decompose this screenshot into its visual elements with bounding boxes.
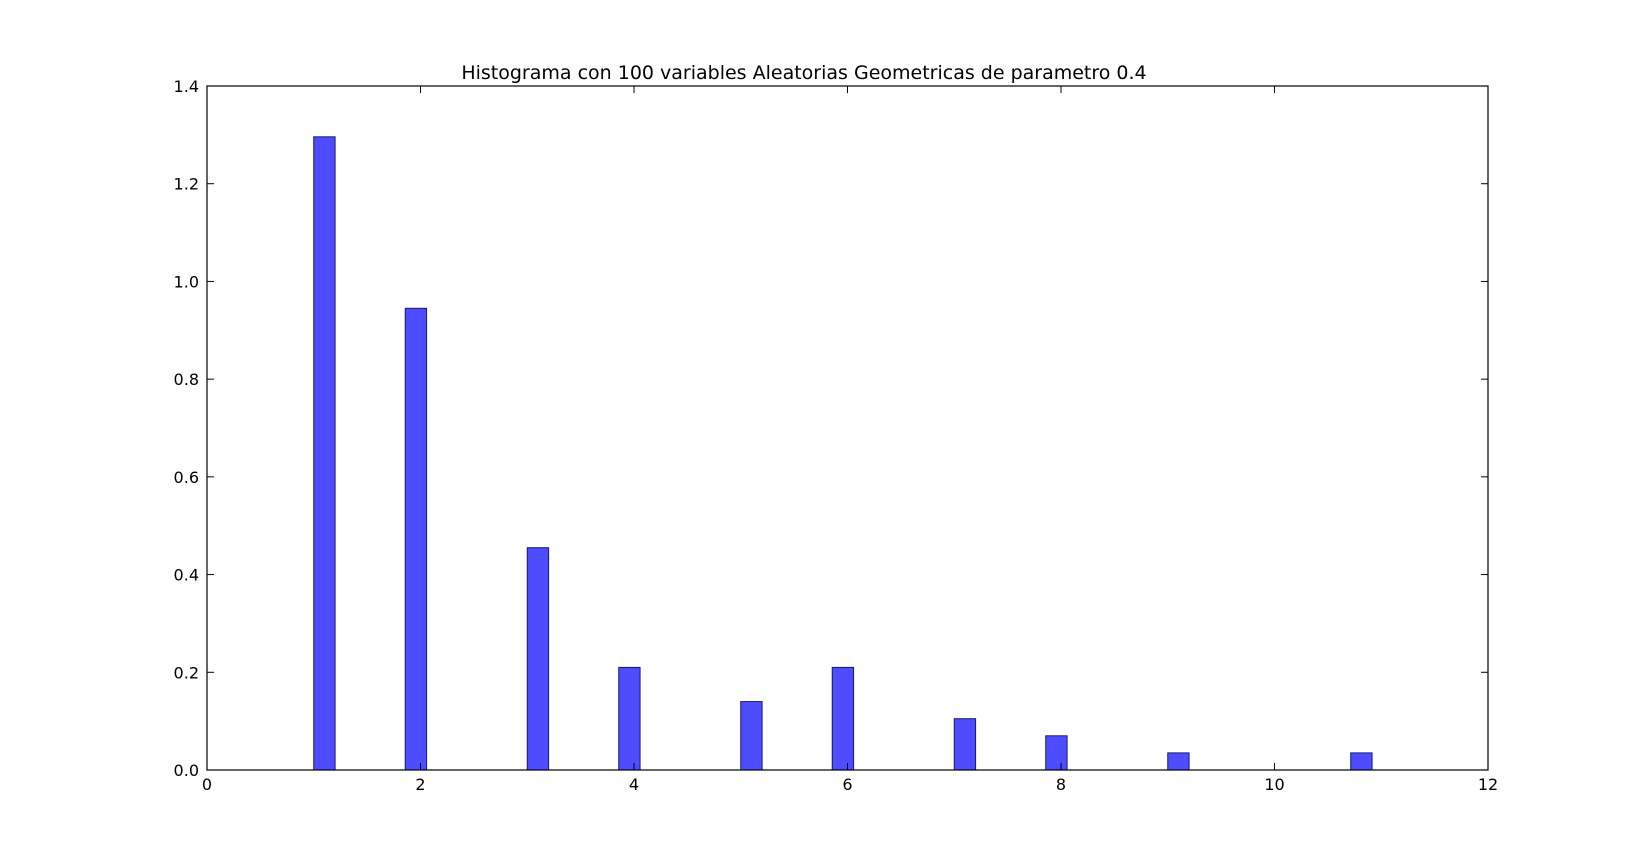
bar-8 <box>1045 735 1068 771</box>
y-tick-label: 0.8 <box>174 370 199 389</box>
bar-3 <box>526 547 550 771</box>
y-tick-label: 1.4 <box>174 77 199 96</box>
bars-group <box>313 136 1373 771</box>
bar-1 <box>313 136 336 771</box>
y-tick-label: 0.2 <box>174 663 199 682</box>
bar-9 <box>1167 752 1190 771</box>
bar-10 <box>1350 752 1373 771</box>
x-tick-label: 8 <box>1056 775 1066 794</box>
y-tick-label: 0.0 <box>174 761 199 780</box>
axes-group: 0 2 4 6 8 10 12 0.0 0.2 0.4 0.6 0.8 1.0 1.2 1.4 <box>174 77 1499 794</box>
y-tick-label: 0.4 <box>174 566 199 585</box>
x-tick-label: 10 <box>1264 775 1284 794</box>
bar-4 <box>618 666 641 771</box>
x-tick-label: 2 <box>415 775 425 794</box>
y-tick-label: 0.6 <box>174 468 199 487</box>
x-tick-label: 4 <box>629 775 639 794</box>
bar-2 <box>404 307 428 771</box>
bar-5 <box>740 701 763 771</box>
x-tick-label: 0 <box>202 775 212 794</box>
chart-title: Histograma con 100 variables Aleatorias … <box>461 62 1146 84</box>
bar-6 <box>831 666 855 771</box>
x-tick-label: 6 <box>842 775 852 794</box>
x-tick-label: 12 <box>1478 775 1498 794</box>
y-tick-label: 1.0 <box>174 272 199 291</box>
y-tick-label: 1.2 <box>174 175 199 194</box>
bar-7 <box>953 718 977 771</box>
